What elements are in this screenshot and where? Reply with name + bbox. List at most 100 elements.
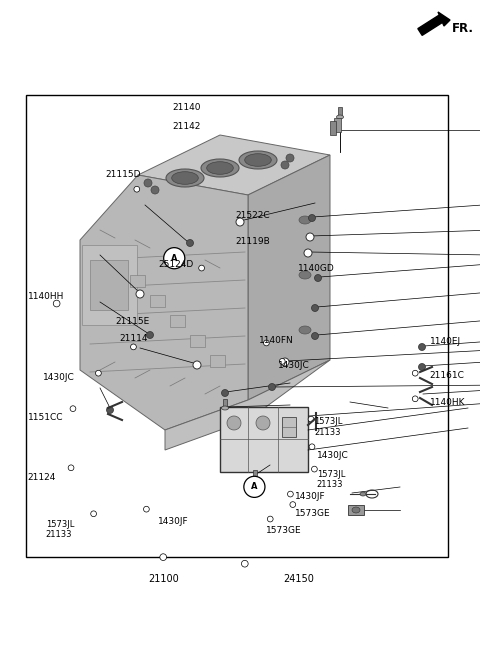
Circle shape [199,265,204,271]
Ellipse shape [172,171,198,185]
Circle shape [412,396,418,401]
Circle shape [306,233,314,241]
Circle shape [314,275,322,281]
Bar [348,505,364,515]
Bar [253,470,257,478]
Ellipse shape [221,406,228,410]
Text: A: A [251,482,258,491]
Circle shape [312,332,319,340]
Ellipse shape [227,416,241,430]
Bar [170,315,185,327]
Bar [338,107,342,115]
Ellipse shape [252,478,259,482]
Ellipse shape [256,416,270,430]
Bar [190,335,205,347]
Text: 1140FN: 1140FN [259,336,294,345]
Text: 21124: 21124 [28,473,56,482]
Bar [220,407,308,472]
Bar [90,260,128,310]
Ellipse shape [239,151,277,169]
Bar [282,417,296,437]
Circle shape [267,516,273,522]
Polygon shape [165,360,330,450]
Text: 21161C: 21161C [430,371,465,380]
Circle shape [193,361,201,369]
Circle shape [288,491,293,497]
Circle shape [164,248,185,269]
Bar [223,399,227,406]
Circle shape [312,466,317,472]
Circle shape [244,476,265,497]
Text: 1573GE: 1573GE [266,526,302,535]
Circle shape [286,154,294,162]
Ellipse shape [352,507,360,513]
Polygon shape [438,12,450,26]
Text: 1140HK: 1140HK [430,398,465,407]
Text: 1151CC: 1151CC [28,413,63,422]
Text: 21522C: 21522C [235,211,270,220]
Polygon shape [138,135,330,195]
Ellipse shape [166,169,204,187]
Circle shape [53,300,60,307]
Text: 1140GD: 1140GD [298,263,335,273]
Circle shape [241,560,248,567]
Circle shape [281,358,289,366]
Bar [26,95,448,557]
Text: 1430JF: 1430JF [158,516,189,526]
FancyArrow shape [418,14,444,35]
Text: FR.: FR. [452,22,474,35]
Circle shape [146,332,154,338]
Circle shape [151,186,159,194]
Ellipse shape [201,159,239,177]
Ellipse shape [207,162,233,174]
Text: 21114: 21114 [119,334,147,343]
Bar [150,295,165,307]
Ellipse shape [299,216,311,224]
Text: A: A [171,254,178,263]
Polygon shape [80,175,248,430]
Ellipse shape [336,115,344,119]
Circle shape [264,340,269,346]
Circle shape [419,363,425,371]
Circle shape [419,344,425,350]
Bar [330,121,336,135]
Bar [130,275,145,287]
Text: 25124D: 25124D [158,260,193,269]
Text: 1573JL
21133: 1573JL 21133 [46,520,74,539]
Circle shape [131,344,136,350]
Circle shape [70,406,76,411]
Circle shape [281,161,289,169]
Text: 1430JC: 1430JC [317,451,348,460]
Text: 1430JF: 1430JF [295,491,326,501]
Bar [82,245,137,325]
Text: 21140: 21140 [173,102,201,112]
Text: 21100: 21100 [148,574,179,585]
Text: 1140EJ: 1140EJ [430,337,461,346]
Circle shape [312,304,319,311]
Circle shape [221,390,228,397]
Text: 21115E: 21115E [115,317,149,327]
Circle shape [309,214,315,221]
Circle shape [412,371,418,376]
Polygon shape [248,155,330,400]
Text: 1573JL
21133: 1573JL 21133 [314,417,343,437]
Bar [210,355,225,367]
Circle shape [308,417,314,422]
Text: 1430JC: 1430JC [278,361,310,371]
Circle shape [91,511,96,516]
Circle shape [187,240,193,246]
Circle shape [134,187,140,192]
Circle shape [279,359,285,364]
Circle shape [144,179,152,187]
Text: 24150: 24150 [283,574,314,585]
Ellipse shape [245,154,271,166]
Bar [334,118,341,132]
Circle shape [160,554,167,560]
Ellipse shape [360,492,366,496]
Circle shape [236,218,244,226]
Ellipse shape [299,271,311,279]
Circle shape [309,444,315,449]
Circle shape [304,249,312,257]
Circle shape [290,502,296,507]
Text: 1573JL
21133: 1573JL 21133 [317,470,345,489]
